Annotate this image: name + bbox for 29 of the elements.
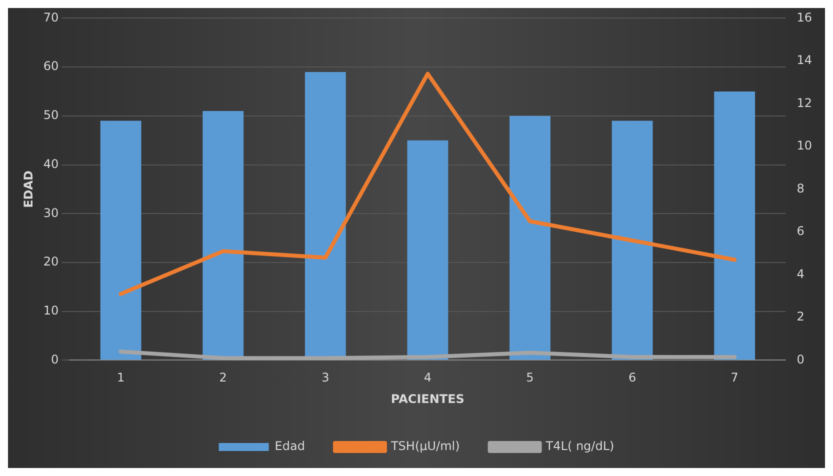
y2-tick-label: 6 [796, 224, 804, 238]
y2-tick-label: 16 [796, 10, 812, 24]
y-tick-label: 70 [43, 10, 59, 24]
y-tick-label: 40 [43, 156, 59, 171]
x-tick-label: 1 [116, 370, 125, 385]
x-axis-title: PACIENTES [390, 392, 464, 406]
legend-label: TSH(µU/ml) [390, 439, 460, 454]
y-tick-label: 30 [43, 206, 59, 220]
x-tick-label: 4 [424, 370, 432, 385]
y2-tick-label: 14 [796, 53, 812, 68]
x-tick-label: 6 [628, 370, 636, 385]
y2-tick-label: 10 [796, 138, 812, 153]
y-axis-title: EDAD [21, 170, 36, 208]
y2-tick-label: 4 [796, 266, 804, 281]
y-tick-label: 10 [43, 303, 59, 318]
x-tick-label: 3 [322, 370, 330, 385]
y2-tick-label: 12 [796, 96, 812, 110]
x-tick-label: 2 [219, 370, 227, 385]
y-tick-label: 60 [43, 59, 59, 74]
x-tick-label: 5 [526, 370, 534, 385]
legend-label: Edad [274, 439, 305, 454]
y-tick-label: 0 [51, 352, 59, 366]
y2-tick-label: 0 [796, 352, 804, 366]
y-tick-label: 20 [43, 254, 59, 269]
x-tick-label: 7 [730, 370, 738, 385]
y-tick-label: 50 [43, 108, 59, 122]
legend-label: T4L( ng/dL) [544, 439, 614, 454]
y2-tick-label: 8 [796, 181, 804, 196]
y2-tick-label: 2 [796, 310, 804, 324]
